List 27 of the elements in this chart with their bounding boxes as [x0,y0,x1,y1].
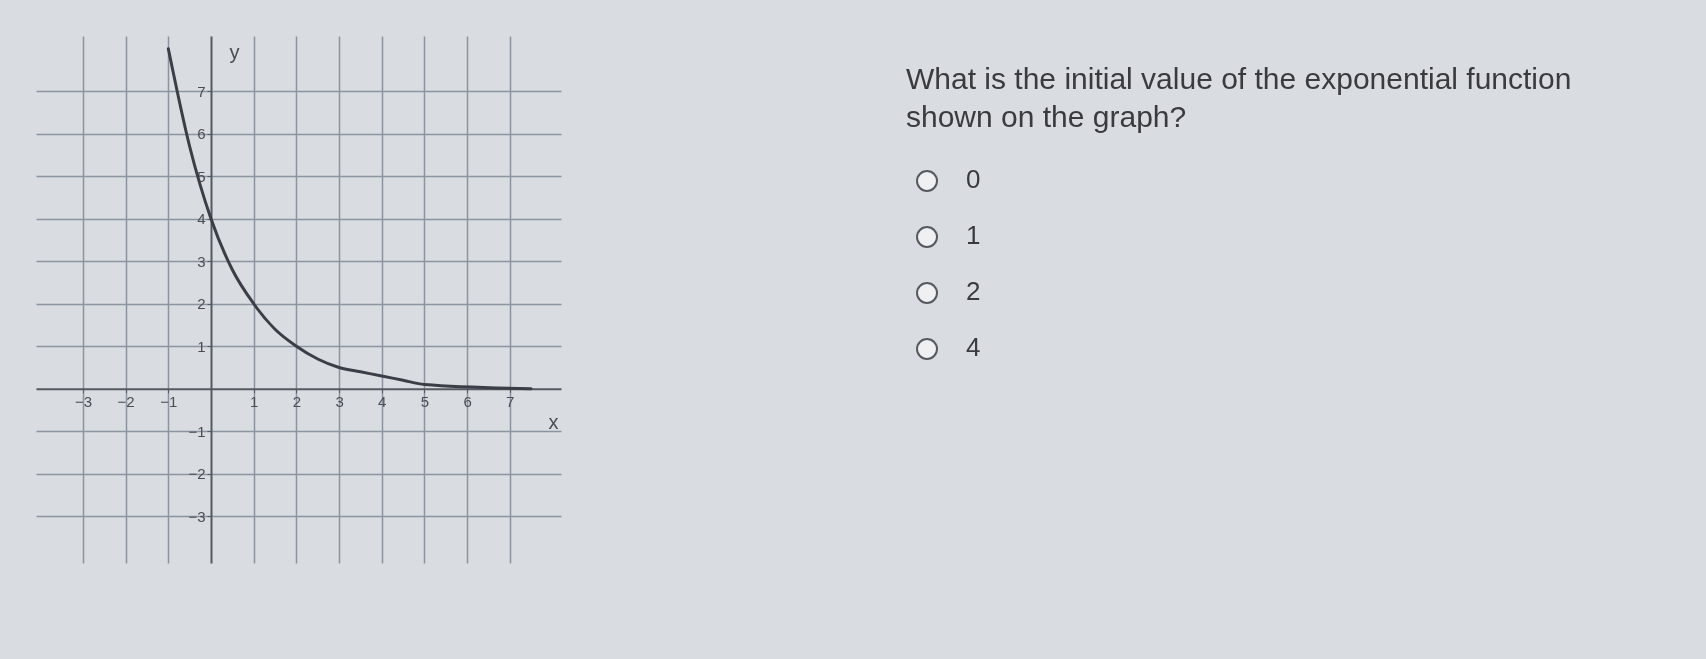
x-tick-label: 5 [420,393,430,411]
line-series [166,47,533,391]
x-tick-label: −1 [160,393,178,411]
text: 2 [966,276,981,307]
y-tick-label: 2 [197,295,206,313]
y-tick-label: 6 [197,125,206,143]
y-axis-title: y [229,40,240,63]
x-tick-label: 4 [378,393,387,411]
x-tick-label: 6 [463,393,472,411]
x-tick-label: 3 [335,393,344,411]
y-tick-label: 4 [197,210,206,228]
text: 0 [966,164,981,195]
x-tick-label: 1 [250,393,259,411]
y-tick-label: 7 [197,82,206,100]
x-tick-label: −2 [117,393,135,411]
text: 1 [966,220,981,251]
x-tick-label: −3 [74,393,93,411]
y-tick-label: −1 [188,422,206,440]
text: What is the initial value of the exponential function shown on the graph? [906,61,1573,135]
y-tick-label: −2 [188,465,206,483]
y-tick-label: −3 [188,507,206,525]
text: 4 [966,332,981,363]
x-tick-label: 7 [506,393,515,411]
x-tick-label: 2 [292,393,302,411]
y-tick-label: 3 [197,252,206,270]
x-axis-title: x [548,411,559,434]
y-tick-label: 1 [197,337,206,355]
